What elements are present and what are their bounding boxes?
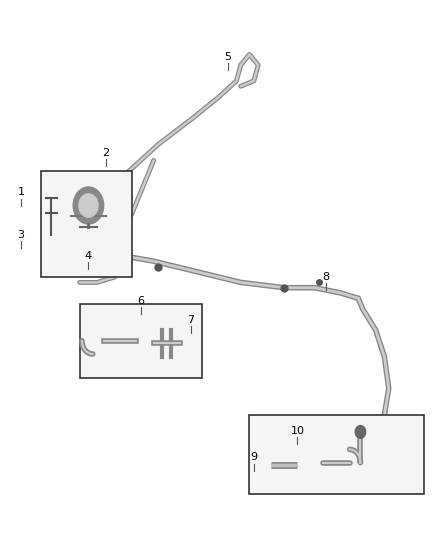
Text: 5: 5 [224,52,231,62]
Text: 9: 9 [250,453,258,463]
Text: 3: 3 [18,230,25,240]
FancyBboxPatch shape [80,304,201,378]
Text: 2: 2 [102,148,110,158]
Text: 4: 4 [85,251,92,261]
FancyBboxPatch shape [41,171,132,277]
Text: 1: 1 [18,187,25,197]
Text: 10: 10 [290,426,304,436]
Circle shape [355,425,366,438]
FancyBboxPatch shape [250,415,424,495]
Circle shape [73,187,104,224]
Text: 6: 6 [137,296,144,306]
Text: 7: 7 [187,314,194,325]
Text: 8: 8 [322,272,329,282]
Circle shape [79,194,98,217]
